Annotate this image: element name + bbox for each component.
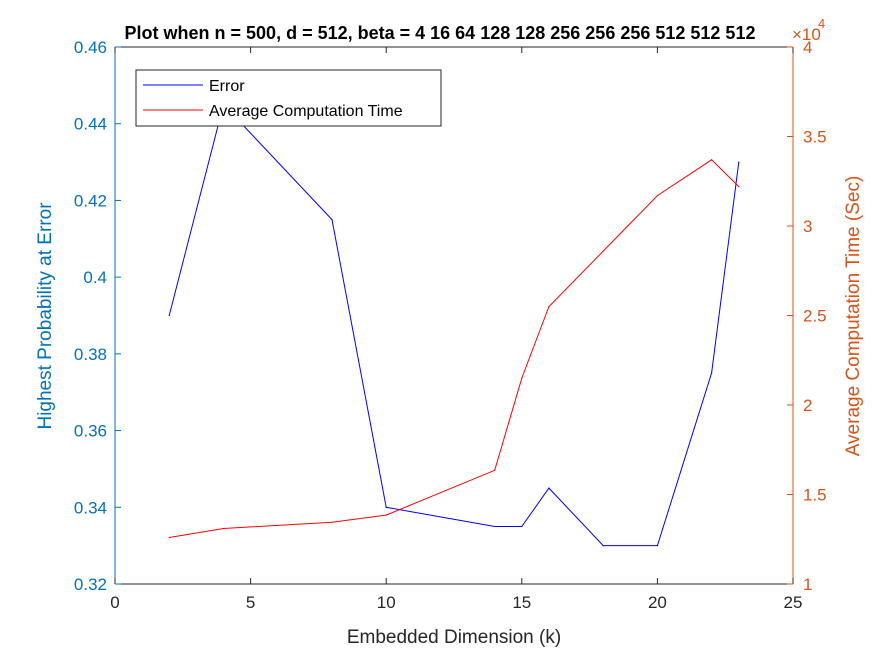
x-tick-label: 10: [377, 593, 396, 612]
data-point-error: [331, 219, 333, 221]
right-axis-exponent-base: ×10: [792, 25, 821, 44]
left-y-axis-ticks: 0.32 0.34 0.36 0.38 0.4 0.42 0.44 0.46: [74, 38, 121, 594]
right-y-tick-label: 4: [803, 38, 812, 57]
right-y-tick-label: 1: [803, 575, 812, 594]
data-point-computation-time: [656, 194, 659, 197]
data-point-error: [548, 487, 550, 489]
data-point-computation-time: [548, 305, 550, 308]
data-point-error: [738, 161, 740, 163]
data-point-computation-time: [331, 521, 333, 523]
data-point-computation-time: [602, 250, 604, 252]
left-y-tick-label: 0.38: [74, 345, 107, 364]
x-tick-label: 25: [784, 593, 803, 612]
right-y-axis-ticks: 1 1.5 2 2.5 3 3.5 4: [787, 38, 827, 594]
chart-title: Plot when n = 500, d = 512, beta = 4 16 …: [125, 23, 756, 43]
legend-box: [135, 69, 442, 127]
data-point-error: [521, 525, 523, 528]
data-point-computation-time: [168, 536, 170, 539]
data-point-computation-time: [711, 159, 713, 161]
data-point-error: [168, 314, 170, 317]
x-tick-label: 0: [110, 593, 119, 612]
right-y-tick-label: 3: [803, 217, 812, 236]
right-y-tick-label: 2: [803, 396, 812, 415]
left-y-tick-label: 0.46: [74, 38, 107, 57]
x-tick-label: 15: [512, 593, 531, 612]
data-point-computation-time: [521, 377, 523, 379]
data-point-computation-time: [738, 186, 740, 188]
legend-label-error: Error: [209, 78, 245, 95]
left-y-axis-label: Highest Probability at Error: [35, 202, 56, 430]
data-point-computation-time: [494, 469, 496, 471]
data-point-error: [602, 545, 604, 547]
right-axis-exponent: 4: [818, 16, 825, 31]
right-y-tick-label: 1.5: [803, 486, 827, 505]
right-y-axis-label: Average Computation Time (Sec): [843, 176, 864, 457]
data-point-error: [385, 506, 387, 508]
right-y-tick-label: 2.5: [803, 307, 827, 326]
left-y-tick-label: 0.42: [74, 191, 107, 210]
x-axis-ticks: 0 5 10 15 20 25: [110, 47, 802, 612]
left-y-tick-label: 0.32: [74, 575, 107, 594]
data-point-error: [711, 372, 713, 374]
series-line-computation-time: [169, 159, 740, 538]
left-y-tick-label: 0.4: [83, 268, 107, 287]
data-point-error: [656, 545, 659, 547]
x-tick-label: 5: [246, 593, 255, 612]
left-y-tick-label: 0.34: [74, 498, 107, 517]
x-tick-label: 20: [648, 593, 667, 612]
x-axis-label: Embedded Dimension (k): [347, 627, 561, 648]
data-point-error: [494, 525, 496, 528]
right-y-tick-label: 3.5: [803, 128, 827, 147]
left-y-tick-label: 0.36: [74, 422, 107, 441]
left-y-tick-label: 0.44: [74, 115, 107, 134]
legend-label-computation-time: Average Computation Time: [209, 103, 403, 120]
data-point-computation-time: [385, 514, 387, 516]
data-point-computation-time: [222, 527, 225, 530]
series-line-error: [168, 103, 740, 547]
legend: Error Average Computation Time: [135, 69, 442, 127]
series-lines: [168, 103, 740, 547]
